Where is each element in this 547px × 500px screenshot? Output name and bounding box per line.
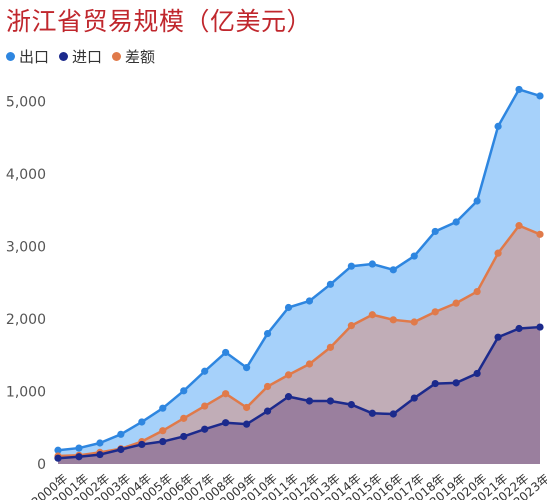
- point-import: [201, 425, 209, 433]
- point-export: [347, 262, 355, 270]
- point-import: [347, 400, 355, 409]
- legend-label-export: 出口: [19, 48, 50, 66]
- point-import: [326, 397, 335, 405]
- point-import: [368, 409, 376, 417]
- point-export: [305, 297, 314, 305]
- point-balance: [243, 403, 251, 412]
- point-balance: [326, 343, 335, 351]
- point-balance: [410, 318, 418, 326]
- point-export: [117, 430, 125, 438]
- point-export: [284, 303, 293, 312]
- point-export: [431, 227, 439, 236]
- point-import: [54, 454, 62, 462]
- point-export: [368, 260, 376, 268]
- point-import: [159, 437, 167, 446]
- legend: 出口 进口 差额: [6, 46, 155, 67]
- point-balance: [368, 311, 376, 319]
- point-import: [138, 440, 146, 449]
- point-export: [389, 266, 397, 274]
- point-import: [243, 420, 251, 428]
- point-balance: [536, 230, 544, 238]
- point-export: [180, 387, 188, 395]
- point-balance: [389, 316, 397, 324]
- y-tick-label: 1,000: [6, 385, 46, 401]
- point-balance: [222, 390, 230, 398]
- point-export: [159, 404, 167, 412]
- point-balance: [494, 249, 502, 257]
- point-import: [452, 379, 460, 387]
- point-export: [201, 367, 209, 375]
- point-export: [263, 329, 272, 338]
- y-tick-label: 0: [37, 457, 46, 473]
- legend-item-balance[interactable]: 差额: [112, 46, 155, 67]
- line-export: [57, 88, 541, 452]
- point-export: [75, 444, 83, 452]
- point-export: [326, 280, 335, 288]
- point-import: [263, 407, 272, 415]
- legend-marker-balance: [112, 52, 122, 61]
- point-balance: [201, 402, 209, 410]
- point-export: [536, 92, 544, 100]
- point-balance: [515, 222, 523, 230]
- point-import: [284, 393, 293, 401]
- point-export: [410, 252, 418, 260]
- point-balance: [431, 308, 439, 316]
- legend-item-export[interactable]: 出口: [6, 46, 49, 67]
- point-export: [452, 218, 460, 226]
- point-export: [494, 122, 502, 130]
- line-balance: [57, 224, 541, 458]
- point-import: [536, 323, 544, 331]
- point-import: [410, 394, 418, 402]
- point-import: [515, 324, 523, 333]
- y-tick-label: 3,000: [6, 240, 46, 256]
- point-export: [138, 418, 146, 426]
- point-import: [96, 450, 104, 459]
- legend-label-import: 进口: [72, 48, 103, 66]
- point-export: [54, 446, 62, 454]
- point-import: [431, 379, 439, 388]
- legend-marker-import: [59, 52, 69, 61]
- point-balance: [473, 287, 481, 296]
- area-import: [58, 327, 540, 464]
- point-balance: [284, 371, 293, 379]
- point-import: [305, 397, 314, 405]
- point-export: [243, 364, 251, 372]
- point-balance: [180, 414, 188, 422]
- point-export: [515, 85, 523, 94]
- point-balance: [263, 382, 272, 391]
- point-export: [473, 197, 481, 205]
- point-export: [222, 348, 230, 357]
- point-import: [222, 419, 230, 427]
- y-tick-label: 5,000: [6, 95, 46, 111]
- point-import: [473, 369, 481, 378]
- y-tick-label: 2,000: [6, 312, 46, 328]
- legend-marker-export: [6, 52, 15, 61]
- legend-item-import[interactable]: 进口: [59, 46, 102, 67]
- point-import: [75, 453, 83, 461]
- point-balance: [305, 360, 314, 368]
- point-import: [117, 445, 125, 454]
- y-tick-label: 4,000: [6, 167, 46, 183]
- legend-label-balance: 差额: [125, 48, 156, 66]
- point-import: [494, 333, 502, 341]
- chart-title: 浙江省贸易规模（亿美元）: [6, 7, 313, 36]
- point-export: [96, 439, 104, 447]
- point-balance: [347, 322, 355, 330]
- point-import: [180, 432, 188, 441]
- point-balance: [452, 299, 460, 307]
- point-import: [389, 410, 397, 418]
- point-balance: [159, 427, 167, 435]
